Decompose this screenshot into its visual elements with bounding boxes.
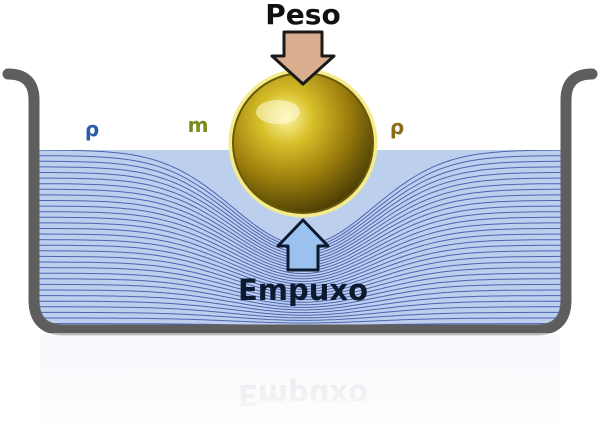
stream-line xyxy=(36,311,564,321)
stream-line xyxy=(36,295,564,314)
stream-line xyxy=(36,261,564,298)
fluid-density-symbol: ρ xyxy=(85,117,99,141)
stream-line xyxy=(36,233,564,285)
stream-line xyxy=(36,267,564,301)
buoyancy-label: Empuxo xyxy=(238,273,368,307)
stream-line xyxy=(36,300,564,316)
density-symbol: ρ xyxy=(390,115,404,139)
floating-sphere xyxy=(228,68,378,218)
stream-line xyxy=(36,306,564,319)
stream-line xyxy=(36,239,564,288)
container-wall xyxy=(2,68,598,336)
stream-line xyxy=(36,289,564,311)
weight-label: Peso xyxy=(265,0,340,31)
stream-line xyxy=(36,323,564,325)
up-arrow-icon xyxy=(276,218,330,272)
mass-symbol: m xyxy=(188,113,209,137)
down-arrow-icon xyxy=(270,30,336,86)
stream-line xyxy=(36,255,564,295)
stream-line xyxy=(36,211,564,274)
stream-line xyxy=(36,272,564,303)
reflection-fade xyxy=(0,333,600,446)
stream-line xyxy=(36,222,564,280)
stream-line xyxy=(36,244,564,290)
stream-line xyxy=(36,317,564,324)
stream-line xyxy=(36,227,564,282)
stream-line xyxy=(36,278,564,306)
stream-line xyxy=(36,250,564,293)
stream-line xyxy=(36,283,564,308)
stream-line xyxy=(36,216,564,277)
